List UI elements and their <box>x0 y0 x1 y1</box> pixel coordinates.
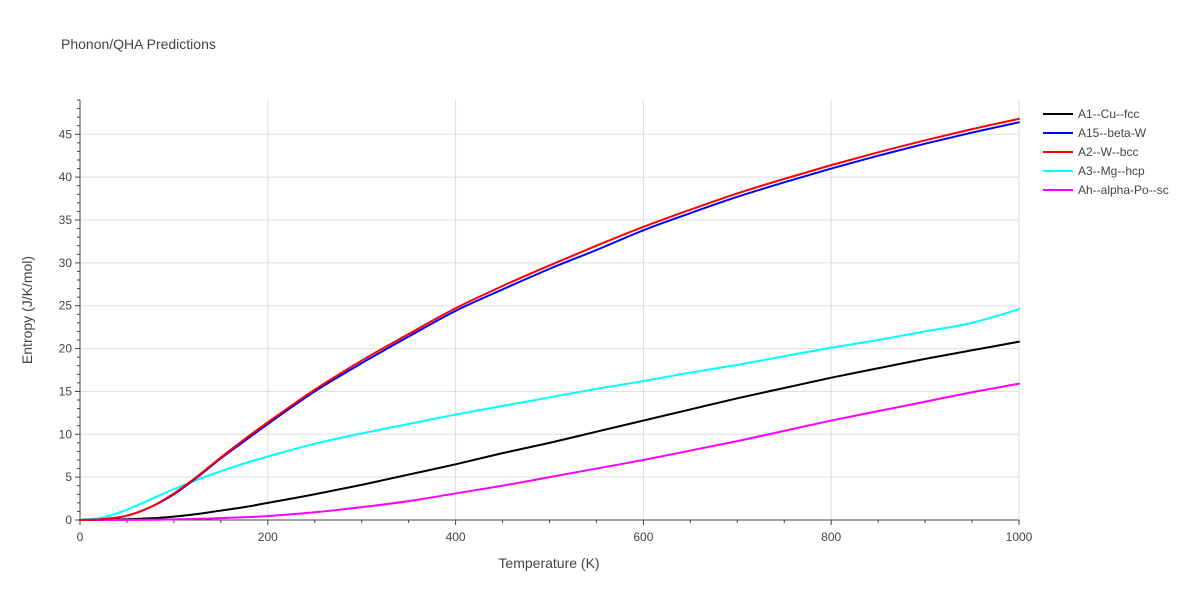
y-tick-label: 10 <box>59 427 73 441</box>
legend-item-a15-beta-w[interactable]: A15--beta-W <box>1043 126 1147 140</box>
legend[interactable]: A1--Cu--fcc A15--beta-W A2--W--bcc A3--Mg--… <box>1043 107 1169 197</box>
legend-label: A15--beta-W <box>1078 126 1147 140</box>
x-axis-title: Temperature (K) <box>498 555 599 571</box>
x-tick-label: 200 <box>258 530 278 544</box>
y-tick-label: 35 <box>59 213 73 227</box>
y-tick-label: 45 <box>59 127 73 141</box>
legend-item-ah-alpha-po-sc[interactable]: Ah--alpha-Po--sc <box>1043 183 1169 197</box>
series-line-a1-cu-fcc[interactable] <box>79 340 1020 521</box>
grid-layer <box>80 100 1020 520</box>
y-tick-label: 25 <box>59 299 73 313</box>
axes-layer: 0 200 400 600 800 1000 0 5 10 15 20 25 30 35 40 45 <box>59 99 1033 544</box>
y-tick-label: 30 <box>59 256 73 270</box>
x-tick-label: 1000 <box>1006 530 1033 544</box>
legend-label: A3--Mg--hcp <box>1078 164 1145 178</box>
legend-label: Ah--alpha-Po--sc <box>1078 183 1169 197</box>
x-tick-label: 800 <box>821 530 841 544</box>
y-axis-title: Entropy (J/K/mol) <box>19 256 35 364</box>
legend-label: A2--W--bcc <box>1078 145 1138 159</box>
y-tick-label: 15 <box>59 384 73 398</box>
series-line-a15-beta-w[interactable] <box>79 121 1020 521</box>
y-tick-label: 20 <box>59 342 73 356</box>
x-tick-label: 0 <box>77 530 84 544</box>
y-tick-label: 0 <box>65 513 72 527</box>
y-tick-label: 40 <box>59 170 73 184</box>
x-tick-label: 600 <box>633 530 653 544</box>
legend-item-a1-cu-fcc[interactable]: A1--Cu--fcc <box>1043 107 1139 121</box>
series-line-ah-alpha-po-sc[interactable] <box>79 382 1020 522</box>
chart-title: Phonon/QHA Predictions <box>61 36 216 52</box>
series-line-a3-mg-hcp[interactable] <box>79 308 1020 521</box>
legend-label: A1--Cu--fcc <box>1078 107 1139 121</box>
x-tick-label: 400 <box>446 530 466 544</box>
y-tick-label: 5 <box>65 470 72 484</box>
legend-item-a3-mg-hcp[interactable]: A3--Mg--hcp <box>1043 164 1145 178</box>
series-layer[interactable] <box>79 117 1020 522</box>
series-line-a2-w-bcc[interactable] <box>79 117 1020 521</box>
legend-item-a2-w-bcc[interactable]: A2--W--bcc <box>1043 145 1138 159</box>
